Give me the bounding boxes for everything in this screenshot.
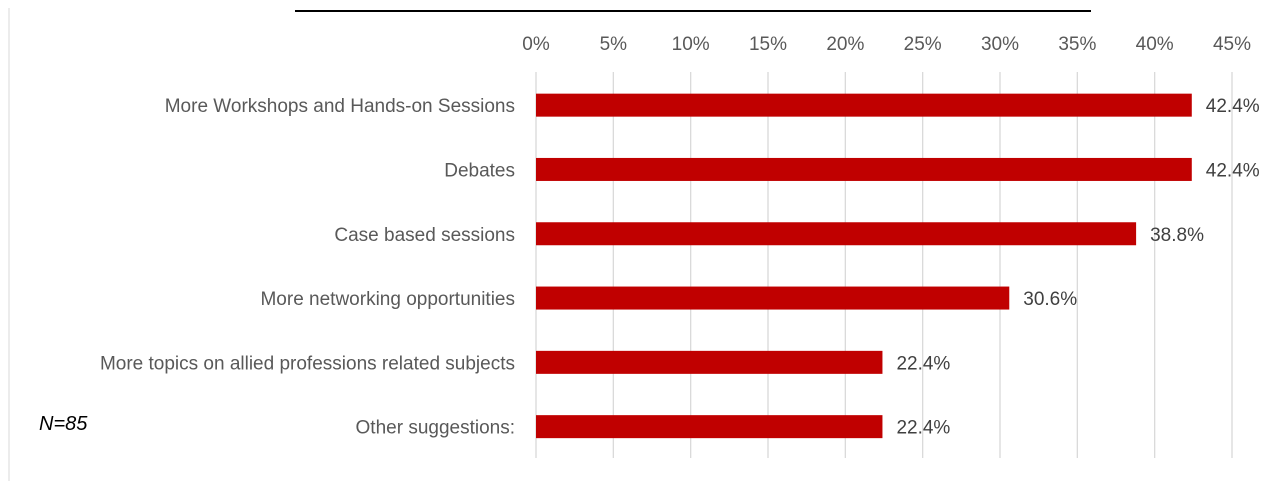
x-tick-label: 10% bbox=[672, 34, 710, 55]
bar-chart: 0% 5% 10% 15% 20% 25% 30% 35% 40% 45% More Worksho… bbox=[8, 8, 1260, 481]
x-tick-label: 35% bbox=[1058, 34, 1096, 55]
bar bbox=[536, 157, 1192, 181]
chart-title-underline bbox=[295, 0, 1091, 12]
x-tick-label: 40% bbox=[1136, 34, 1174, 55]
x-tick-label: 45% bbox=[1213, 34, 1251, 55]
category-label: More Workshops and Hands-on Sessions bbox=[165, 96, 515, 117]
x-tick-label: 0% bbox=[522, 34, 550, 55]
bar bbox=[536, 350, 883, 374]
category-label: More networking opportunities bbox=[260, 289, 515, 310]
x-tick-label: 5% bbox=[600, 34, 628, 55]
category-label: Other suggestions: bbox=[356, 418, 515, 439]
data-label: 22.4% bbox=[896, 353, 950, 374]
data-label: 30.6% bbox=[1023, 289, 1077, 310]
category-label: More topics on allied professions relate… bbox=[100, 353, 515, 374]
category-label: Debates bbox=[444, 160, 515, 181]
x-tick-label: 30% bbox=[981, 34, 1019, 55]
bar bbox=[536, 286, 1010, 310]
data-label: 22.4% bbox=[896, 418, 950, 439]
data-label: 38.8% bbox=[1150, 225, 1204, 246]
x-tick-label: 20% bbox=[826, 34, 864, 55]
data-label: 42.4% bbox=[1206, 96, 1260, 117]
bar bbox=[536, 415, 883, 439]
sample-size-note: N=85 bbox=[39, 413, 88, 435]
x-tick-label: 25% bbox=[904, 34, 942, 55]
bar bbox=[536, 93, 1192, 117]
x-tick-label: 15% bbox=[749, 34, 787, 55]
chart-frame: 0% 5% 10% 15% 20% 25% 30% 35% 40% 45% More Worksho… bbox=[8, 0, 1261, 481]
data-label: 42.4% bbox=[1206, 160, 1260, 181]
category-label: Case based sessions bbox=[334, 225, 515, 246]
bar bbox=[536, 222, 1137, 246]
